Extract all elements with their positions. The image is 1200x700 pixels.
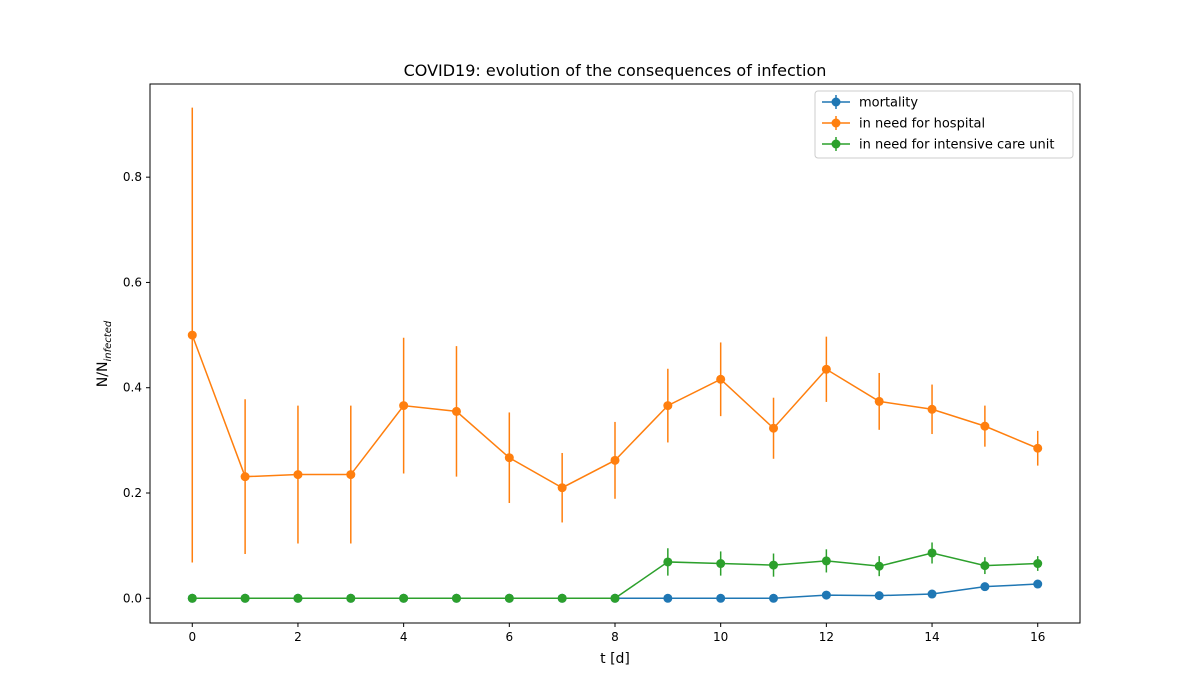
data-point [927, 589, 937, 599]
data-point [1033, 579, 1043, 589]
series-1 [187, 107, 1043, 563]
legend-item: in need for intensive care unit [822, 137, 1055, 153]
x-axis: 0 2 4 6 8 10 12 14 16 [188, 623, 1045, 644]
x-tick-label: 0 [188, 630, 196, 644]
data-point [610, 593, 620, 603]
series-2 [187, 542, 1043, 603]
data-point [769, 423, 779, 433]
data-point [821, 364, 831, 374]
data-point [980, 561, 990, 571]
legend-label: mortality [859, 96, 918, 111]
data-point [504, 593, 514, 603]
data-point [240, 472, 250, 482]
data-point [874, 591, 884, 601]
x-axis-label: t [d] [600, 651, 630, 667]
data-point [399, 401, 409, 411]
data-point [504, 453, 514, 463]
data-point [346, 593, 356, 603]
y-axis-label-main: N/N [95, 362, 111, 388]
data-point [557, 593, 567, 603]
data-point [927, 548, 937, 558]
data-point [293, 470, 303, 480]
y-tick-label: 0.2 [123, 486, 142, 500]
y-axis: 0.0 0.2 0.4 0.6 0.8 [123, 170, 150, 605]
chart-title: COVID19: evolution of the consequences o… [404, 61, 827, 80]
data-point [240, 593, 250, 603]
data-point [874, 561, 884, 571]
data-point [187, 593, 197, 603]
data-point [1033, 443, 1043, 453]
legend-marker [831, 97, 841, 107]
legend-marker [831, 118, 841, 128]
data-point [769, 560, 779, 570]
data-point [663, 557, 673, 567]
data-point [663, 593, 673, 603]
data-point [716, 559, 726, 569]
data-point [980, 421, 990, 431]
y-tick-label: 0.6 [123, 275, 142, 289]
y-tick-label: 0.0 [123, 591, 142, 605]
legend: mortality in need for hospital in need for… [814, 90, 1074, 159]
data-point [293, 593, 303, 603]
data-point [821, 556, 831, 566]
legend-label: in need for intensive care unit [859, 138, 1055, 153]
x-tick-label: 10 [713, 630, 728, 644]
x-tick-label: 4 [400, 630, 408, 644]
data-point [980, 582, 990, 592]
data-point [399, 593, 409, 603]
data-point [663, 401, 673, 411]
x-tick-label: 6 [505, 630, 513, 644]
x-tick-label: 8 [611, 630, 619, 644]
data-point [610, 455, 620, 465]
x-tick-label: 12 [819, 630, 834, 644]
x-tick-label: 2 [294, 630, 302, 644]
x-tick-label: 14 [924, 630, 939, 644]
legend-box [814, 90, 1074, 159]
data-point [821, 590, 831, 600]
y-axis-label: N/Ninfected [95, 320, 114, 387]
y-tick-label: 0.8 [123, 170, 142, 184]
data-point [927, 404, 937, 414]
y-tick-label: 0.4 [123, 381, 142, 395]
data-point [1033, 559, 1043, 569]
legend-marker [831, 139, 841, 149]
data-point [451, 406, 461, 416]
data-point [716, 593, 726, 603]
y-axis-label-subscript: infected [103, 320, 114, 361]
x-tick-label: 16 [1030, 630, 1045, 644]
plot-area [187, 107, 1043, 603]
data-point [716, 374, 726, 384]
legend-item: in need for hospital [822, 116, 985, 132]
legend-label: in need for hospital [859, 117, 985, 132]
data-point [874, 396, 884, 406]
data-point [346, 470, 356, 480]
data-point [769, 593, 779, 603]
legend-item: mortality [822, 95, 918, 111]
data-point [187, 330, 197, 340]
data-point [451, 593, 461, 603]
data-point [557, 483, 567, 493]
